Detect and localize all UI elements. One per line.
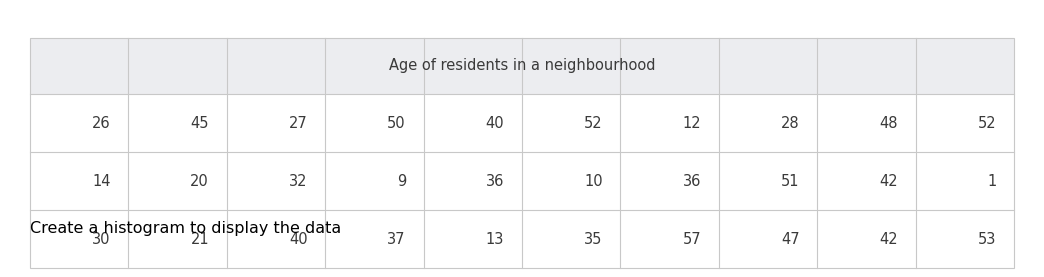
Text: 48: 48 bbox=[879, 116, 898, 130]
Text: 36: 36 bbox=[683, 173, 702, 189]
Text: 9: 9 bbox=[397, 173, 406, 189]
Text: 51: 51 bbox=[781, 173, 800, 189]
Text: 20: 20 bbox=[190, 173, 209, 189]
Text: 42: 42 bbox=[879, 232, 898, 247]
Text: 57: 57 bbox=[683, 232, 702, 247]
Text: 37: 37 bbox=[387, 232, 406, 247]
Text: 10: 10 bbox=[584, 173, 602, 189]
Text: 35: 35 bbox=[585, 232, 602, 247]
Text: 21: 21 bbox=[190, 232, 209, 247]
Text: 47: 47 bbox=[781, 232, 800, 247]
Text: 28: 28 bbox=[781, 116, 800, 130]
Text: 40: 40 bbox=[485, 116, 504, 130]
Text: Create a histogram to display the data: Create a histogram to display the data bbox=[30, 220, 341, 235]
Text: 52: 52 bbox=[584, 116, 602, 130]
Text: 52: 52 bbox=[977, 116, 996, 130]
Text: 13: 13 bbox=[485, 232, 504, 247]
Text: 36: 36 bbox=[485, 173, 504, 189]
Text: 32: 32 bbox=[289, 173, 308, 189]
Text: 30: 30 bbox=[92, 232, 111, 247]
Text: 26: 26 bbox=[92, 116, 111, 130]
Text: 45: 45 bbox=[191, 116, 209, 130]
Text: 27: 27 bbox=[289, 116, 308, 130]
Text: 14: 14 bbox=[92, 173, 111, 189]
Text: 42: 42 bbox=[879, 173, 898, 189]
Text: 40: 40 bbox=[289, 232, 308, 247]
Text: Age of residents in a neighbourhood: Age of residents in a neighbourhood bbox=[388, 58, 656, 73]
Text: 1: 1 bbox=[987, 173, 996, 189]
Text: 12: 12 bbox=[683, 116, 702, 130]
Text: 53: 53 bbox=[978, 232, 996, 247]
Text: 50: 50 bbox=[387, 116, 406, 130]
